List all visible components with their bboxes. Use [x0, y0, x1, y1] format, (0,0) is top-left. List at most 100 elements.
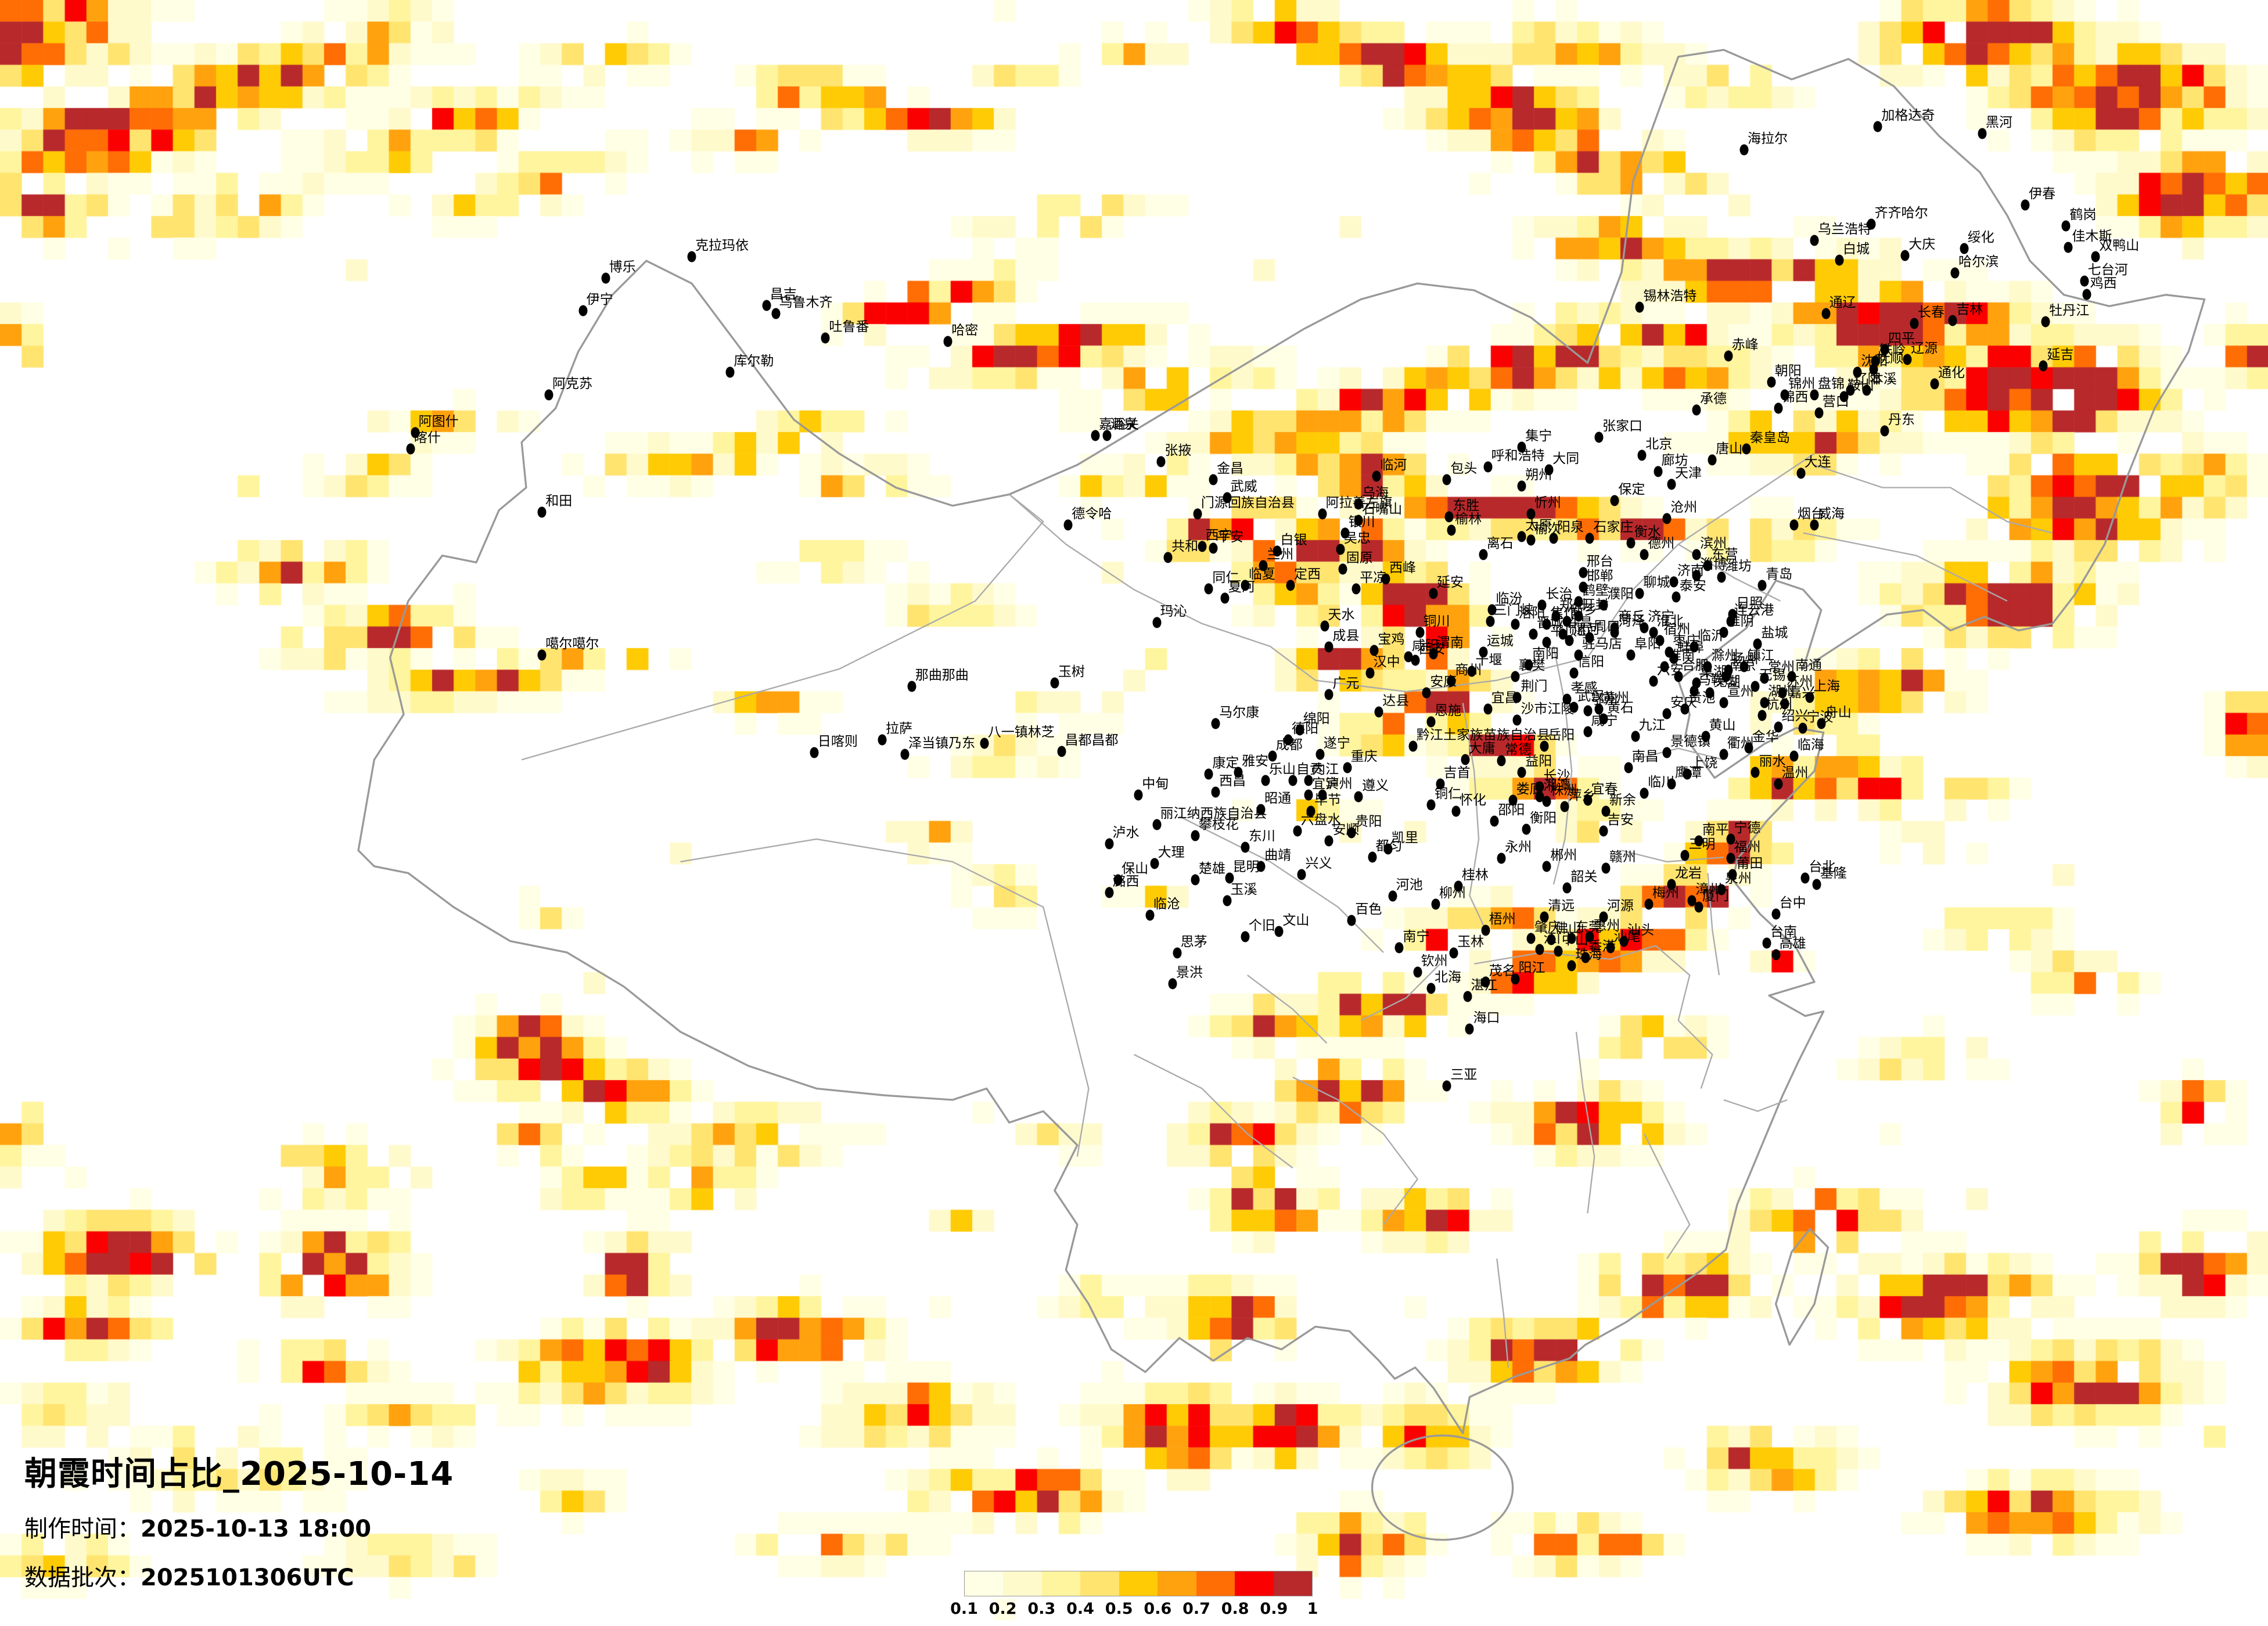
color-scale-legend: 0.1 0.2 0.3 0.4 0.5 0.6 0.7 0.8 0.9 1 — [950, 1571, 1318, 1620]
city-dot-icon — [1347, 915, 1356, 926]
city-dot-icon — [1649, 627, 1658, 638]
city-dot-icon — [1835, 254, 1844, 266]
city-label: 玉溪 — [1230, 882, 1257, 898]
city-dot-icon — [1320, 620, 1329, 632]
city-dot-icon — [1381, 573, 1390, 585]
city-dot-icon — [2039, 360, 2048, 372]
city-dot-icon — [1526, 933, 1536, 944]
city-dot-icon — [1163, 552, 1173, 563]
city-label: 黄山 — [1709, 718, 1736, 733]
city-dot-icon — [1324, 835, 1334, 847]
city-label: 江门 — [1543, 931, 1570, 947]
city-dot-icon — [1721, 671, 1731, 682]
city-label: 遂宁 — [1323, 736, 1350, 751]
city-label: 楚雄 — [1198, 861, 1225, 876]
city-dot-icon — [1549, 533, 1558, 544]
city-dot-icon — [1805, 692, 1814, 703]
city-label: 青岛 — [1766, 567, 1793, 582]
city-dot-icon — [1261, 775, 1270, 786]
city-dot-icon — [1372, 470, 1381, 482]
city-label: 贵阳 — [1355, 814, 1382, 829]
city-label: 毕节 — [1314, 793, 1342, 808]
city-dot-icon — [1481, 976, 1490, 988]
city-dot-icon — [1680, 850, 1690, 861]
city-label: 忻州 — [1534, 495, 1561, 510]
legend-color-cell — [965, 1571, 1004, 1596]
city-dot-icon — [1338, 563, 1347, 575]
city-label: 中山 — [1561, 933, 1588, 948]
city-label: 雅安 — [1242, 754, 1269, 769]
city-label: 伊宁 — [586, 292, 613, 307]
city-dot-icon — [1717, 884, 1726, 895]
city-dot-icon — [1444, 511, 1454, 523]
city-dot-icon — [1739, 661, 1749, 672]
city-dot-icon — [1145, 909, 1155, 921]
city-dot-icon — [1383, 843, 1393, 855]
city-dot-icon — [1241, 931, 1250, 942]
city-label: 集宁 — [1525, 429, 1552, 444]
city-label: 黄州 — [1602, 690, 1630, 706]
city-dot-icon — [1662, 747, 1672, 758]
city-label: 桂林 — [1461, 868, 1489, 883]
city-dot-icon — [1880, 425, 1889, 437]
city-dot-icon — [1760, 672, 1769, 684]
city-label: 泸州 — [1325, 776, 1353, 792]
city-dot-icon — [1336, 544, 1345, 555]
city-dot-icon — [1717, 571, 1726, 583]
city-label: 平凉 — [1360, 570, 1387, 585]
city-label: 大同 — [1552, 451, 1580, 467]
city-label: 韶关 — [1570, 869, 1598, 884]
city-dot-icon — [1583, 794, 1592, 806]
city-label: 本溪 — [1870, 372, 1897, 387]
city-label: 宜春 — [1591, 781, 1618, 797]
city-label: 博乐 — [609, 259, 636, 275]
city-label: 南昌 — [1631, 749, 1659, 764]
city-dot-icon — [1461, 754, 1470, 765]
city-label: 锡林浩特 — [1643, 289, 1697, 304]
city-dot-icon — [1581, 952, 1590, 963]
city-dot-icon — [1558, 628, 1568, 640]
city-label: 吉安 — [1606, 812, 1634, 828]
city-label: 泽当镇乃东 — [908, 736, 976, 751]
city-dot-icon — [1442, 474, 1451, 485]
city-label: 泸水 — [1112, 825, 1140, 841]
city-dot-icon — [1846, 384, 1855, 396]
city-dot-icon — [1091, 430, 1100, 441]
city-label: 茂名 — [1489, 963, 1516, 979]
city-dot-icon — [1654, 466, 1663, 477]
city-label: 孝感 — [1570, 681, 1598, 696]
city-label: 无锡 — [1759, 667, 1786, 683]
legend-color-cell — [1196, 1571, 1235, 1596]
city-dot-icon — [1690, 685, 1699, 697]
city-dot-icon — [2021, 199, 2030, 211]
city-dot-icon — [1694, 901, 1703, 913]
map-title: 朝霞时间占比_2025-10-14 — [24, 1455, 454, 1493]
city-dot-icon — [1640, 622, 1649, 634]
city-label: 个旧 — [1248, 918, 1275, 933]
city-label: 清远 — [1548, 898, 1575, 914]
city-label: 夏河 — [1228, 580, 1255, 595]
city-label: 鹤岗 — [2069, 207, 2097, 223]
city-label: 烟台 — [1797, 506, 1824, 522]
city-label: 益阳 — [1525, 754, 1552, 769]
city-label: 潞西 — [1112, 874, 1140, 890]
city-label: 门源回族自治县 — [1201, 495, 1295, 510]
city-label: 龙岩 — [1674, 866, 1702, 882]
city-label: 锦西 — [1781, 389, 1809, 405]
city-label: 马鞍山 — [1698, 672, 1738, 688]
city-dot-icon — [1542, 796, 1551, 807]
city-label: 漯河 — [1573, 622, 1600, 638]
city-label: 芜湖 — [1713, 674, 1741, 689]
city-dot-icon — [1426, 716, 1436, 728]
city-label: 荆门 — [1521, 679, 1548, 695]
city-label: 邢台 — [1586, 553, 1613, 569]
city-label: 聊城 — [1643, 575, 1670, 590]
city-dot-icon — [1512, 714, 1522, 726]
city-dot-icon — [1315, 749, 1325, 760]
city-dot-icon — [1728, 869, 1737, 880]
legend-tick-label: 0.4 — [1066, 1600, 1094, 1618]
city-dot-icon — [1211, 786, 1220, 798]
city-dot-icon — [1442, 1080, 1451, 1092]
city-dot-icon — [601, 272, 610, 284]
city-label: 郴州 — [1550, 848, 1577, 864]
